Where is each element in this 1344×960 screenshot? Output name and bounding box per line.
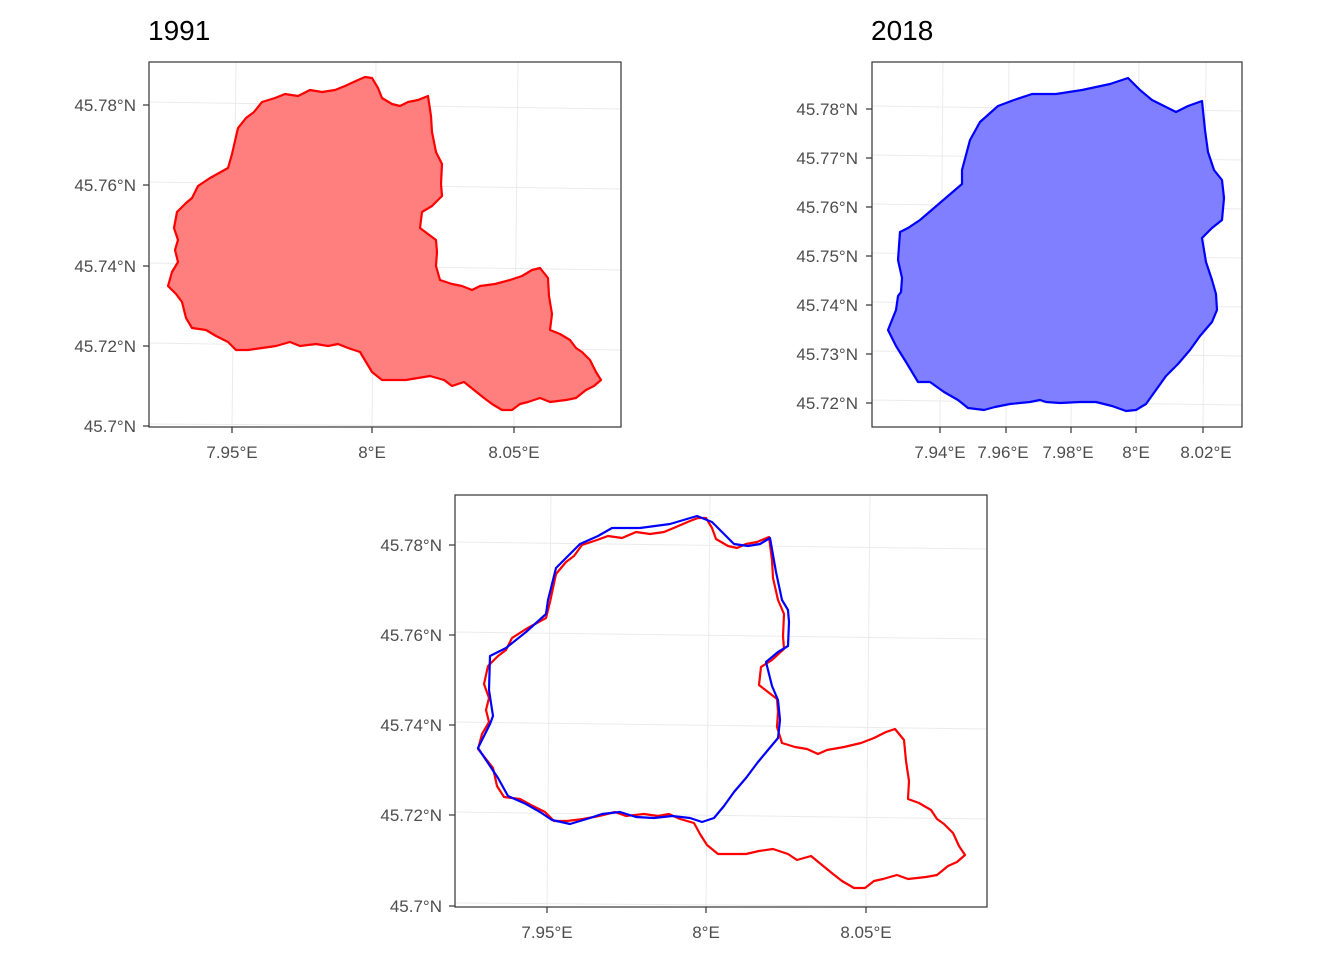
- boundary-1991-outline: [476, 516, 967, 890]
- y-axis-2018: 45.78°N 45.77°N 45.76°N 45.75°N 45.74°N …: [796, 100, 872, 413]
- y-tick-label: 45.76°N: [796, 198, 858, 217]
- y-tick-label: 45.75°N: [796, 247, 858, 266]
- x-tick-label: 7.95°E: [521, 923, 572, 942]
- x-tick-label: 7.95°E: [206, 443, 257, 462]
- x-axis-overlay: 7.95°E 8°E 8.05°E: [521, 907, 892, 942]
- y-tick-label: 45.74°N: [796, 296, 858, 315]
- panel-frame-1991: [148, 61, 622, 428]
- x-axis-1991: 7.95°E 8°E 8.05°E: [206, 427, 540, 462]
- y-tick-label: 45.74°N: [74, 257, 136, 276]
- x-tick-label: 8.05°E: [840, 923, 891, 942]
- panel-title-1991: 1991: [148, 15, 210, 46]
- x-tick-label: 8°E: [1122, 443, 1150, 462]
- panel-2018: 2018 45.78°N 45.77°N 45.: [796, 15, 1243, 462]
- x-tick-label: 8°E: [358, 443, 386, 462]
- boundary-2018-outline: [476, 514, 791, 826]
- panel-frame-overlay: [454, 494, 988, 908]
- panel-1991: 1991 45.78°N 45.76°N 45.74°N 45.72°N: [74, 15, 622, 462]
- y-tick-label: 45.76°N: [380, 626, 442, 645]
- x-tick-label: 8°E: [692, 923, 720, 942]
- y-tick-label: 45.72°N: [796, 394, 858, 413]
- panel-title-2018: 2018: [871, 15, 933, 46]
- y-tick-label: 45.77°N: [796, 149, 858, 168]
- y-tick-label: 45.72°N: [74, 337, 136, 356]
- boundary-2018: [886, 76, 1226, 413]
- y-tick-label: 45.73°N: [796, 345, 858, 364]
- y-tick-label: 45.76°N: [74, 176, 136, 195]
- y-tick-label: 45.7°N: [390, 897, 442, 916]
- y-tick-label: 45.74°N: [380, 716, 442, 735]
- x-tick-label: 7.96°E: [977, 443, 1028, 462]
- panel-frame-2018: [871, 61, 1243, 428]
- graticule-overlay: [454, 494, 988, 908]
- panel-overlay: 45.78°N 45.76°N 45.74°N 45.72°N 45.7°N 7…: [380, 494, 988, 942]
- x-axis-2018: 7.94°E 7.96°E 7.98°E 8°E 8.02°E: [914, 427, 1232, 462]
- y-tick-label: 45.78°N: [74, 96, 136, 115]
- y-tick-label: 45.78°N: [380, 536, 442, 555]
- y-tick-label: 45.72°N: [380, 806, 442, 825]
- y-tick-label: 45.7°N: [84, 417, 136, 436]
- x-tick-label: 7.98°E: [1042, 443, 1093, 462]
- y-axis-1991: 45.78°N 45.76°N 45.74°N 45.72°N 45.7°N: [74, 96, 149, 436]
- y-tick-label: 45.78°N: [796, 100, 858, 119]
- y-axis-overlay: 45.78°N 45.76°N 45.74°N 45.72°N 45.7°N: [380, 536, 455, 916]
- x-tick-label: 8.05°E: [488, 443, 539, 462]
- x-tick-label: 7.94°E: [914, 443, 965, 462]
- boundary-1991: [166, 75, 603, 412]
- x-tick-label: 8.02°E: [1180, 443, 1231, 462]
